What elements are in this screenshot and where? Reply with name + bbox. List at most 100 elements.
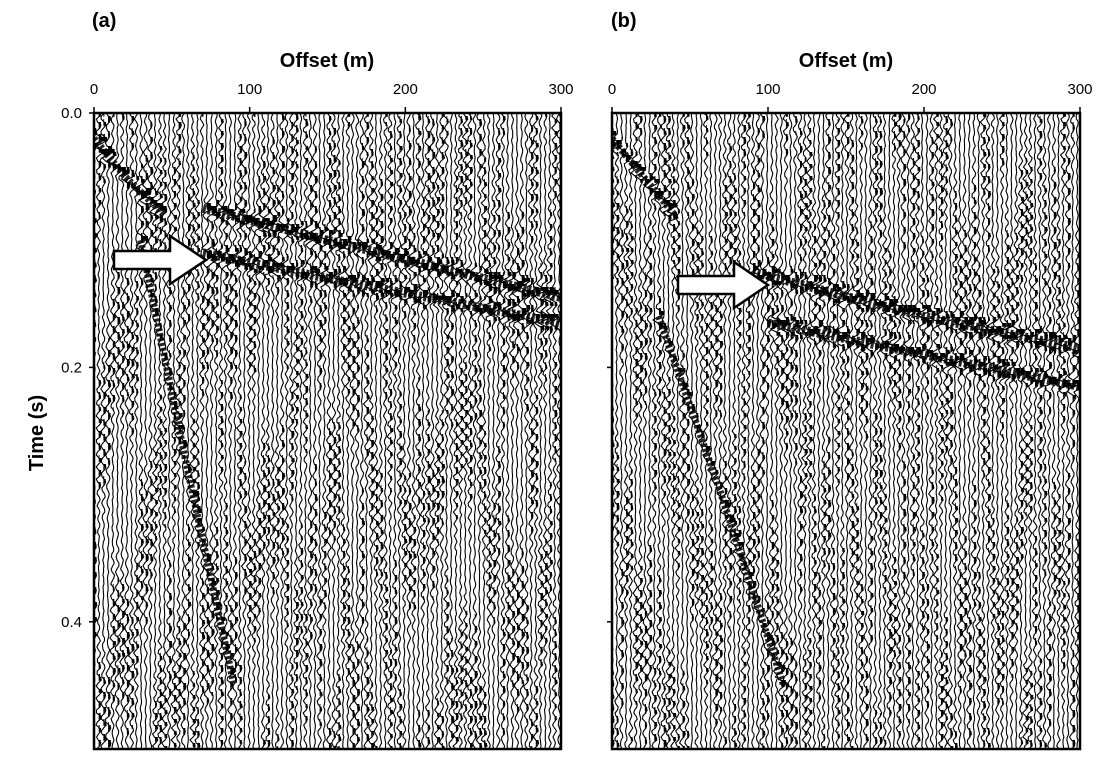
panel-a-trace-fill bbox=[98, 728, 102, 732]
panel-a-trace-fill bbox=[108, 713, 110, 717]
panel-a-trace-fill bbox=[126, 650, 130, 654]
panel-a-trace-fill bbox=[178, 398, 180, 402]
panel-a-trace-fill bbox=[145, 557, 148, 561]
panel-a-trace-fill bbox=[145, 605, 147, 609]
panel-a-trace-fill bbox=[141, 281, 143, 285]
panel-a-trace-fill bbox=[108, 149, 114, 153]
panel-a-trace-fill bbox=[117, 380, 120, 384]
panel-a-trace-fill bbox=[103, 467, 105, 471]
panel-a-trace-fill bbox=[150, 218, 152, 222]
panel-a-trace-fill bbox=[112, 329, 116, 333]
panel-a-trace-fill bbox=[164, 233, 167, 237]
panel-a-trace-fill bbox=[155, 716, 157, 720]
panel-a-trace-fill bbox=[141, 482, 143, 486]
panel-a-trace-fill bbox=[126, 716, 128, 720]
panel-a-trace-fill bbox=[98, 665, 101, 669]
panel-a-trace-fill bbox=[178, 149, 182, 153]
panel-a-trace-fill bbox=[159, 716, 162, 720]
panel-a-trace-fill bbox=[98, 125, 100, 129]
panel-a-trace-fill bbox=[145, 524, 149, 528]
panel-a-trace-fill bbox=[126, 362, 129, 366]
panel-a-trace-fill bbox=[178, 176, 180, 180]
panel-a-trace-fill bbox=[159, 416, 161, 420]
panel-a-trace-fill bbox=[169, 692, 171, 696]
panel-a-trace-fill bbox=[122, 344, 125, 348]
panel-a-trace-fill bbox=[169, 659, 172, 663]
panel-a-trace-fill bbox=[122, 386, 124, 390]
panel-a-trace-fill bbox=[131, 119, 133, 123]
panel-a-trace-fill bbox=[108, 134, 110, 138]
panel-a-trace-fill bbox=[155, 728, 156, 732]
panel-a-trace-fill bbox=[159, 206, 166, 210]
panel-a-trace-fill bbox=[98, 716, 101, 720]
panel-a-trace-fill bbox=[155, 239, 158, 243]
panel-a-trace-fill bbox=[150, 497, 153, 501]
panel-a-trace-fill bbox=[117, 686, 119, 690]
panel-a-trace-fill bbox=[103, 452, 106, 456]
panel-a-trace-fill bbox=[112, 152, 117, 156]
panel-a-trace-fill bbox=[141, 569, 144, 573]
panel-a-trace-fill bbox=[131, 629, 133, 633]
panel-a-trace-fill bbox=[131, 674, 134, 678]
panel-a-trace-fill bbox=[145, 176, 147, 180]
panel-a-trace-fill bbox=[126, 344, 130, 348]
panel-a-trace-fill bbox=[136, 632, 139, 636]
panel-a-trace-fill bbox=[178, 428, 182, 432]
panel-a-trace-fill bbox=[122, 305, 124, 309]
panel-a-trace-fill bbox=[159, 740, 161, 744]
panel-a-trace-fill bbox=[126, 698, 130, 702]
panel-a-trace-fill bbox=[126, 170, 130, 174]
panel-a-trace-fill bbox=[131, 404, 133, 408]
panel-a-trace-fill bbox=[150, 575, 152, 579]
panel-a-trace-fill bbox=[122, 680, 125, 684]
panel-a-trace-fill bbox=[112, 317, 114, 321]
panel-a-trace-fill bbox=[159, 704, 163, 708]
panel-a-trace-fill bbox=[131, 131, 135, 135]
panel-a-trace-fill bbox=[136, 593, 138, 597]
panel-a-trace-fill bbox=[108, 710, 111, 714]
panel-a-trace-fill bbox=[173, 698, 175, 702]
panel-a-trace-fill bbox=[173, 170, 176, 174]
panel-a-trace-fill bbox=[98, 113, 100, 117]
panel-a-trace-fill bbox=[103, 119, 105, 123]
panel-a-trace-fill bbox=[173, 710, 175, 714]
panel-a-trace-fill bbox=[108, 164, 111, 168]
panel-a-trace-fill bbox=[164, 698, 168, 702]
panel-a-trace-fill bbox=[103, 395, 105, 399]
panel-a-trace-fill bbox=[145, 539, 149, 543]
panel-a-trace-fill bbox=[103, 137, 108, 141]
panel-a-trace-fill bbox=[117, 665, 119, 669]
panel-a-trace-fill bbox=[150, 527, 153, 531]
panel-a-trace-fill bbox=[159, 467, 162, 471]
panel-a-trace-fill bbox=[131, 416, 134, 420]
panel-a-trace-fill bbox=[98, 395, 101, 399]
panel-a-seismic-section bbox=[94, 113, 561, 749]
panel-a-trace-fill bbox=[164, 221, 167, 225]
panel-a-trace-fill bbox=[141, 557, 142, 561]
panel-a-trace-fill bbox=[112, 371, 114, 375]
panel-a-x-tick-label: 200 bbox=[393, 81, 418, 98]
panel-a-trace-fill bbox=[159, 203, 163, 207]
panel-a-trace-fill bbox=[126, 389, 128, 393]
panel-b-x-axis-title: Offset (m) bbox=[799, 50, 893, 72]
panel-a-trace-fill bbox=[131, 323, 133, 327]
panel-a-trace-fill bbox=[112, 656, 116, 660]
panel-a-trace-fill bbox=[122, 317, 125, 321]
panel-a-trace-fill bbox=[94, 233, 97, 237]
panel-a-trace-fill bbox=[126, 314, 129, 318]
panel-a-trace-fill bbox=[126, 299, 128, 303]
panel-a-trace-fill bbox=[108, 416, 110, 420]
panel-a-trace-fill bbox=[150, 542, 153, 546]
panel-a-trace-fill bbox=[159, 692, 163, 696]
panel-a-trace-fill bbox=[126, 281, 130, 285]
panel-b-seismic-section bbox=[612, 113, 1080, 749]
panel-a-trace-fill bbox=[108, 353, 110, 357]
panel-a-x-tick-label: 0 bbox=[90, 81, 98, 98]
panel-a-trace-fill bbox=[98, 203, 100, 207]
panel-a-trace-fill bbox=[117, 320, 120, 324]
panel-a-trace-fill bbox=[169, 581, 171, 585]
panel-a-trace-fill bbox=[169, 323, 172, 327]
panel-a-trace-fill bbox=[141, 527, 143, 531]
panel-a-trace-fill bbox=[131, 377, 133, 381]
